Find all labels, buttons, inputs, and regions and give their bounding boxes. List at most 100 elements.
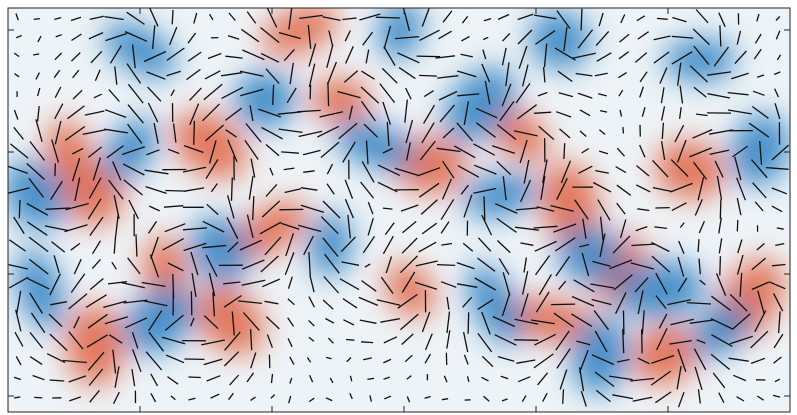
polarization-stick	[674, 124, 685, 143]
polarization-stick	[697, 389, 701, 404]
polarization-stick	[54, 16, 62, 21]
polarization-stick	[719, 199, 722, 219]
polarization-stick	[774, 378, 781, 383]
polarization-stick	[635, 225, 648, 232]
polarization-stick	[303, 170, 315, 173]
polarization-stick	[406, 375, 412, 380]
polarization-stick	[227, 241, 239, 253]
polarization-stick	[530, 319, 555, 325]
polarization-stick	[599, 109, 608, 113]
polarization-stick	[440, 198, 455, 221]
polarization-stick	[300, 187, 318, 191]
polarization-stick	[205, 254, 218, 277]
polarization-stick	[375, 16, 400, 19]
polarization-stick	[598, 12, 604, 27]
polarization-stick	[520, 242, 534, 246]
polarization-stick	[261, 126, 284, 140]
polarization-stick	[127, 104, 144, 124]
polarization-stick	[289, 356, 295, 365]
polarization-stick	[309, 84, 312, 100]
polarization-stick	[400, 204, 419, 212]
polarization-stick	[609, 259, 633, 270]
polarization-stick	[207, 52, 222, 60]
polarization-stick	[104, 316, 128, 325]
blue-spot	[529, 10, 591, 70]
polarization-stick	[319, 111, 344, 118]
polarization-stick	[112, 161, 122, 181]
polarization-stick	[596, 52, 612, 62]
polarization-stick	[615, 165, 627, 174]
polarization-stick	[300, 204, 325, 214]
polarization-stick	[759, 140, 763, 165]
polarization-stick	[35, 119, 43, 142]
polarization-stick	[69, 396, 82, 402]
polarization-stick	[242, 49, 265, 61]
polarization-stick	[225, 55, 243, 59]
polarization-stick	[733, 374, 747, 382]
polarization-stick	[556, 348, 571, 369]
polarization-stick	[553, 312, 574, 328]
polarization-stick	[689, 319, 714, 324]
polarization-stick	[127, 257, 141, 275]
polarization-stick	[466, 376, 470, 383]
polarization-stick	[262, 278, 280, 288]
polarization-stick	[612, 394, 634, 400]
polarization-stick	[67, 105, 85, 120]
polarization-stick	[580, 391, 587, 407]
polarization-stick	[322, 16, 341, 22]
polarization-stick	[249, 105, 254, 122]
polarization-stick	[208, 272, 216, 297]
polarization-stick	[461, 35, 470, 42]
polarization-stick	[436, 147, 461, 153]
polarization-stick	[774, 103, 781, 120]
polarization-stick	[229, 374, 240, 386]
polarization-stick	[641, 107, 646, 117]
polarization-stick	[500, 375, 509, 380]
polarization-stick	[502, 176, 507, 201]
blue-spot	[307, 213, 353, 277]
polarization-stick	[496, 124, 517, 141]
polarization-stick	[574, 199, 589, 220]
polarization-stick	[651, 354, 675, 364]
polarization-stick	[677, 391, 685, 408]
polarization-stick	[29, 331, 44, 349]
polarization-stick	[551, 303, 576, 306]
polarization-stick	[93, 93, 102, 99]
polarization-stick	[534, 240, 557, 252]
polarization-stick	[397, 293, 418, 309]
polarization-stick	[521, 270, 529, 295]
polarization-stick	[463, 101, 470, 126]
polarization-stick	[33, 53, 40, 56]
polarization-stick	[616, 202, 626, 215]
polarization-stick	[367, 377, 375, 381]
polarization-stick	[637, 290, 644, 315]
polarization-stick	[394, 167, 418, 176]
polarization-stick	[326, 44, 334, 68]
polarization-stick	[260, 255, 279, 273]
polarization-stick	[385, 256, 393, 274]
polarization-stick	[421, 8, 430, 27]
polarization-stick	[358, 296, 379, 306]
polarization-stick	[15, 309, 22, 332]
polarization-stick	[573, 279, 595, 293]
polarization-stick	[595, 30, 610, 47]
polarization-stick	[402, 220, 417, 234]
polarization-stick	[362, 31, 374, 46]
polarization-stick	[348, 105, 354, 120]
polarization-stick	[86, 334, 108, 348]
polarization-stick	[103, 300, 127, 309]
polarization-stick	[383, 336, 398, 344]
polarization-stick	[467, 312, 470, 334]
polarization-stick	[29, 258, 49, 275]
polarization-stick	[558, 280, 567, 291]
polarization-stick	[162, 238, 185, 251]
polarization-stick	[594, 72, 608, 77]
polarization-stick	[303, 235, 314, 256]
polarization-stick	[265, 183, 278, 197]
polarization-stick	[715, 273, 727, 296]
polarization-stick	[36, 106, 40, 122]
polarization-stick	[54, 52, 63, 61]
polarization-stick	[484, 80, 491, 105]
polarization-stick	[731, 313, 751, 330]
polarization-stick	[534, 333, 557, 346]
